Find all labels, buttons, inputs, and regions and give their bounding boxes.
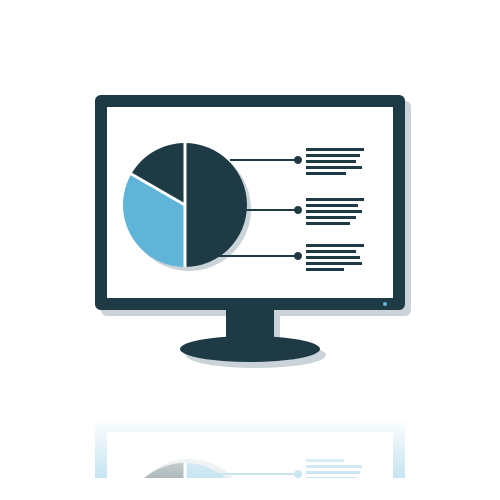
reflection — [0, 368, 500, 478]
analytics-monitor-icon — [0, 0, 500, 500]
